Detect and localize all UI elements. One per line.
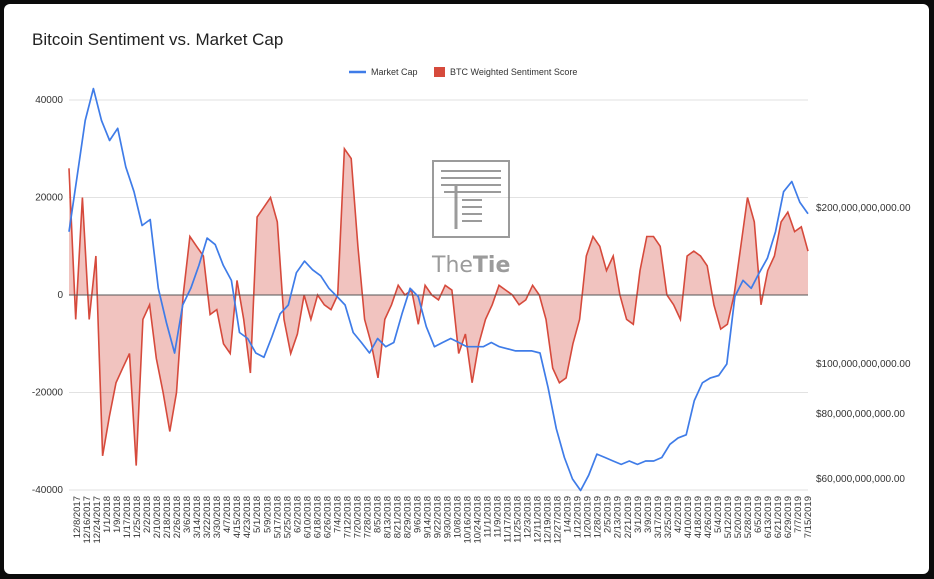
x-tick-label: 1/4/2019 [563, 496, 574, 533]
chart-frame: Bitcoin Sentiment vs. Market Cap 40000 20… [4, 4, 929, 574]
x-tick-label: 7/15/2019 [803, 496, 814, 538]
x-tick-label: 5/28/2019 [743, 496, 754, 538]
x-tick-label: 4/23/2018 [242, 496, 253, 538]
x-tick-label: 3/25/2019 [663, 496, 674, 538]
x-tick-label: 12/8/2017 [72, 496, 83, 538]
x-tick-label: 4/10/2019 [683, 496, 694, 538]
x-tick-label: 12/24/2017 [92, 496, 103, 544]
x-tick-label: 5/1/2018 [252, 496, 263, 533]
x-tick-label: 6/18/2018 [312, 496, 323, 538]
x-tick-label: 5/12/2019 [723, 496, 734, 538]
x-tick-label: 5/9/2018 [262, 496, 273, 533]
x-tick-label: 8/5/2018 [372, 496, 383, 533]
y2-tick-label: $60,000,000,000.00 [816, 474, 905, 485]
x-tick-label: 3/17/2019 [653, 496, 664, 538]
x-tick-label: 3/22/2018 [202, 496, 213, 538]
x-tick-label: 2/5/2019 [603, 496, 614, 533]
x-tick-label: 1/12/2019 [573, 496, 584, 538]
y-tick-label: -20000 [32, 388, 64, 399]
x-tick-label: 7/12/2018 [342, 496, 353, 538]
thetie-watermark: TheTie [431, 160, 510, 278]
x-tick-label: 5/17/2018 [272, 496, 283, 538]
x-tick-label: 3/14/2018 [192, 496, 203, 538]
x-tick-label: 8/13/2018 [382, 496, 393, 538]
x-tick-label: 7/4/2018 [332, 496, 343, 533]
market-cap-line [68, 87, 809, 492]
x-tick-label: 12/27/2018 [553, 496, 564, 544]
y2-tick-label: $80,000,000,000.00 [816, 409, 905, 420]
y-tick-label: 0 [57, 290, 63, 301]
x-tick-label: 6/29/2019 [783, 496, 794, 538]
x-tick-label: 10/8/2018 [453, 496, 464, 538]
x-tick-label: 5/20/2019 [733, 496, 744, 538]
x-tick-label: 11/1/2018 [483, 496, 494, 538]
sentiment-area [69, 148, 808, 466]
x-tick-label: 8/29/2018 [403, 496, 414, 538]
x-tick-label: 1/1/2018 [102, 496, 113, 533]
x-tick-label: 6/21/2019 [773, 496, 784, 538]
y2-tick-label: $200,000,000,000.00 [816, 203, 911, 214]
x-tick-label: 4/18/2019 [693, 496, 704, 538]
x-tick-label: 12/3/2018 [523, 496, 534, 538]
x-tick-label: 2/13/2019 [613, 496, 624, 538]
x-tick-label: 2/26/2018 [172, 496, 183, 538]
legend-label-sentiment: BTC Weighted Sentiment Score [450, 67, 577, 77]
y2-tick-label: $100,000,000,000.00 [816, 359, 911, 370]
x-tick-label: 1/17/2018 [122, 496, 133, 538]
y-tick-label: 40000 [35, 95, 63, 106]
chart-title: Bitcoin Sentiment vs. Market Cap [32, 30, 284, 49]
x-tick-label: 6/26/2018 [322, 496, 333, 538]
x-tick-label: 10/24/2018 [473, 496, 484, 544]
x-tick-label: 1/20/2019 [583, 496, 594, 538]
x-tick-label: 11/17/2018 [503, 496, 514, 543]
svg-text:TheTie: TheTie [431, 253, 510, 278]
y-tick-label: 20000 [35, 193, 63, 204]
x-tick-label: 1/9/2018 [112, 496, 123, 533]
x-tick-label: 5/4/2019 [713, 496, 724, 533]
x-tick-label: 11/9/2018 [493, 496, 504, 538]
x-tick-label: 12/19/2018 [543, 496, 554, 544]
x-tick-label: 9/6/2018 [413, 496, 424, 533]
x-tick-label: 9/14/2018 [423, 496, 434, 538]
x-tick-label: 2/10/2018 [152, 496, 163, 538]
x-tick-label: 7/7/2019 [793, 496, 804, 533]
x-tick-label: 4/7/2018 [222, 496, 233, 533]
x-tick-label: 9/30/2018 [443, 496, 454, 538]
x-tick-label: 11/25/2018 [513, 496, 524, 543]
legend-swatch-sentiment [434, 67, 445, 77]
x-tick-label: 1/25/2018 [132, 496, 143, 538]
y-tick-label: -40000 [32, 485, 64, 496]
x-tick-label: 2/2/2018 [142, 496, 153, 533]
x-tick-label: 6/5/2019 [753, 496, 764, 533]
chart-canvas: 40000 20000 0 -20000 -40000 $200,000,000,000.… [32, 67, 911, 544]
x-tick-label: 7/28/2018 [362, 496, 373, 538]
x-tick-label: 4/26/2019 [703, 496, 714, 538]
x-tick-label: 10/16/2018 [463, 496, 474, 544]
x-tick-label: 12/16/2017 [82, 496, 93, 544]
x-tick-label: 7/20/2018 [352, 496, 363, 538]
x-tick-label: 2/18/2018 [162, 496, 173, 538]
x-tick-label: 6/2/2018 [292, 496, 303, 533]
x-tick-label: 6/10/2018 [302, 496, 313, 538]
x-tick-label: 4/15/2018 [232, 496, 243, 538]
x-tick-label: 3/1/2019 [633, 496, 644, 533]
sentiment-line [68, 146, 809, 466]
x-tick-label: 1/28/2019 [593, 496, 604, 538]
x-tick-label: 3/6/2018 [182, 496, 193, 533]
x-tick-label: 9/22/2018 [433, 496, 444, 538]
x-tick-label: 3/9/2019 [643, 496, 654, 533]
x-tick-label: 2/21/2019 [623, 496, 634, 538]
x-tick-label: 8/21/2018 [392, 496, 403, 538]
x-tick-label: 3/30/2018 [212, 496, 223, 538]
x-tick-label: 5/25/2018 [282, 496, 293, 538]
x-tick-label: 4/2/2019 [673, 496, 684, 533]
x-tick-label: 12/11/2018 [533, 496, 544, 543]
x-tick-label: 6/13/2019 [763, 496, 774, 538]
legend-label-market-cap: Market Cap [371, 67, 418, 77]
